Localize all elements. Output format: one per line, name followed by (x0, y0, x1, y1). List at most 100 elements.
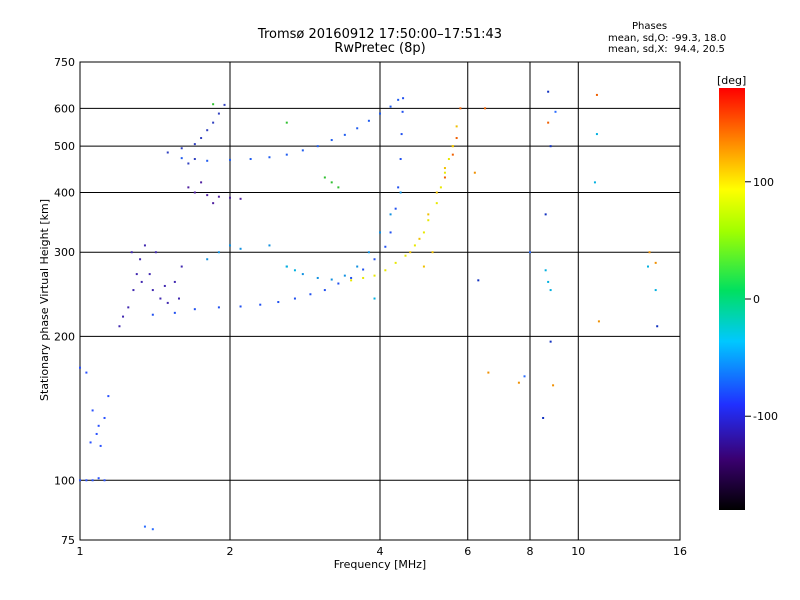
data-point (89, 441, 92, 444)
data-point (229, 158, 231, 161)
data-point (151, 313, 154, 316)
data-point (389, 231, 392, 234)
data-point (362, 276, 365, 279)
data-point (542, 416, 545, 419)
data-point (323, 176, 326, 179)
y-tick-label: 600 (54, 102, 75, 115)
x-tick-label: 1 (77, 545, 84, 558)
data-point (293, 297, 296, 300)
data-point (648, 251, 651, 254)
data-point (455, 125, 458, 128)
data-point (552, 384, 555, 387)
data-point (427, 213, 430, 216)
data-point (301, 149, 304, 152)
data-point (367, 251, 370, 254)
data-point (130, 251, 133, 254)
data-point (154, 251, 157, 254)
colorbar-ticks: 100 0 -100 (745, 176, 778, 423)
data-point (143, 244, 146, 247)
data-point (95, 432, 98, 435)
data-point (654, 261, 657, 264)
data-point (118, 325, 121, 328)
data-point (544, 269, 547, 272)
data-point (484, 107, 487, 110)
data-point (373, 274, 376, 277)
data-point (79, 479, 81, 482)
chart-subtitle: RwPretec (8p) (334, 41, 426, 56)
data-point (547, 280, 550, 283)
data-point (443, 176, 446, 179)
y-tick-label: 75 (61, 534, 75, 547)
data-point (103, 479, 106, 482)
data-point (139, 258, 142, 261)
data-point (239, 305, 242, 308)
x-axis: 1 2 4 6 8 10 16 (77, 545, 688, 558)
x-tick-label: 2 (227, 545, 234, 558)
data-point (91, 479, 94, 482)
data-point (401, 110, 404, 113)
data-point (79, 366, 81, 369)
colorbar-unit: [deg] (717, 74, 746, 87)
data-point (97, 477, 100, 480)
colorbar (719, 88, 745, 510)
data-point (397, 98, 400, 101)
data-point (356, 265, 359, 268)
data-point (384, 269, 387, 272)
data-point (443, 167, 446, 170)
data-point (595, 133, 598, 136)
data-point (487, 371, 490, 374)
data-point (455, 137, 458, 140)
data-point (554, 110, 557, 113)
data-point (206, 258, 209, 261)
data-point (394, 261, 397, 264)
data-point (193, 191, 196, 194)
data-point (337, 186, 340, 189)
y-tick-label: 400 (54, 186, 75, 199)
data-point (337, 282, 340, 285)
data-point (159, 297, 162, 300)
data-point (379, 231, 381, 234)
data-point (477, 279, 480, 282)
data-point (122, 315, 125, 318)
data-point (343, 274, 346, 277)
data-point (200, 181, 203, 184)
data-point (206, 159, 209, 162)
data-point (212, 121, 215, 124)
data-point (268, 244, 271, 247)
data-point (217, 306, 220, 309)
data-point (330, 139, 333, 142)
data-point (451, 153, 454, 156)
data-point (384, 245, 387, 248)
data-point (239, 247, 242, 250)
x-tick-label: 16 (673, 545, 687, 558)
grid (80, 62, 680, 540)
chart-title: Tromsø 20160912 17:50:00–17:51:43 (257, 27, 503, 42)
y-tick-label: 300 (54, 246, 75, 259)
x-tick-label: 6 (464, 545, 471, 558)
data-point (285, 121, 288, 124)
data-point (523, 375, 526, 378)
data-point (180, 147, 183, 150)
colorbar-tick-label: 0 (753, 293, 760, 306)
data-point (646, 265, 649, 268)
data-point (350, 276, 353, 279)
data-point (85, 371, 88, 374)
data-point (451, 145, 454, 148)
stats-title: Phases (632, 21, 668, 32)
data-point (166, 151, 169, 154)
data-points (79, 90, 659, 531)
data-point (148, 273, 151, 276)
y-tick-label: 500 (54, 140, 75, 153)
data-point (422, 265, 425, 268)
y-axis: 75 100 200 300 400 500 600 750 (54, 56, 75, 547)
colorbar-tick-label: 100 (753, 176, 774, 189)
data-point (193, 158, 196, 161)
data-point (350, 279, 353, 282)
data-point (404, 254, 407, 257)
data-point (107, 395, 110, 398)
data-point (367, 119, 370, 122)
data-point (163, 284, 166, 287)
x-tick-label: 8 (527, 545, 534, 558)
y-tick-label: 100 (54, 474, 75, 487)
data-point (285, 153, 288, 156)
